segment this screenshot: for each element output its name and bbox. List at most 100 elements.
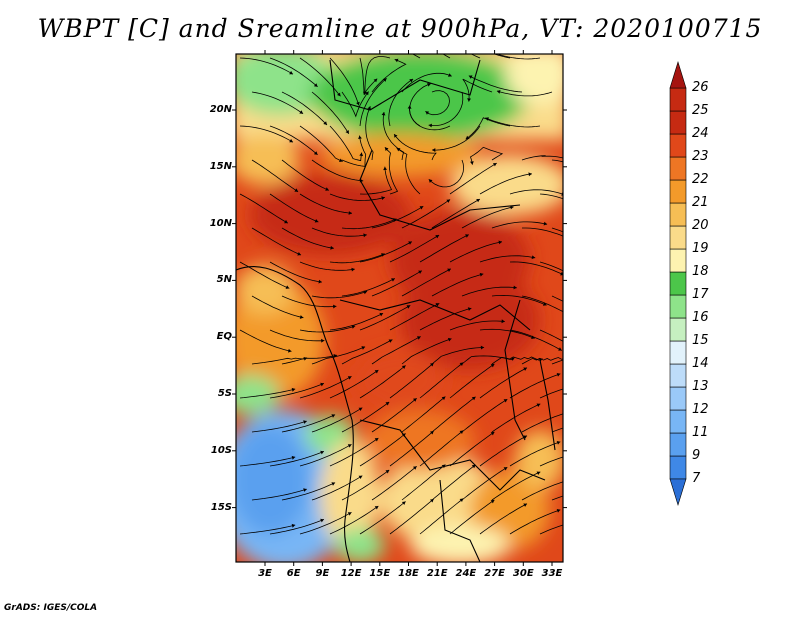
- streamline-arrow: [490, 500, 495, 504]
- streamline: [269, 193, 319, 223]
- colorbar: [669, 60, 687, 507]
- streamline-arrow: [347, 444, 352, 448]
- streamline-arrow: [347, 512, 352, 516]
- streamline-arrow: [370, 44, 374, 48]
- lon-label: 27E: [484, 568, 505, 579]
- streamline: [521, 295, 563, 313]
- lon-label: 30E: [512, 568, 534, 579]
- streamline: [509, 329, 563, 351]
- streamline-arrow: [339, 158, 343, 162]
- colorbar-label: 19: [692, 241, 709, 256]
- streamline: [468, 75, 523, 93]
- streamline: [389, 430, 434, 467]
- colorbar-label: 11: [692, 425, 709, 440]
- streamline: [359, 241, 413, 263]
- streamline: [251, 295, 304, 319]
- streamline-arrow: [490, 432, 495, 436]
- streamline-arrow: [485, 49, 489, 53]
- colorbar-label: 14: [692, 356, 709, 371]
- streamline: [329, 57, 360, 106]
- streamline-arrow: [603, 417, 607, 421]
- streamline-arrow: [288, 348, 292, 353]
- streamline-arrow: [381, 196, 385, 200]
- streamline-arrow: [314, 219, 319, 223]
- colorbar-label: 25: [692, 103, 709, 118]
- streamline: [449, 162, 497, 195]
- streamline: [359, 433, 406, 467]
- streamline-arrow: [468, 75, 473, 79]
- streamline-arrow: [418, 270, 422, 274]
- streamline: [299, 193, 353, 214]
- streamline: [329, 253, 385, 264]
- streamline-arrow: [394, 134, 398, 138]
- streamline: [509, 261, 563, 276]
- lon-label: 9E: [315, 568, 330, 579]
- streamline: [239, 456, 296, 467]
- streamline: [401, 72, 452, 93]
- streamline-arrow: [603, 485, 607, 489]
- streamline-arrow: [599, 249, 603, 252]
- colorbar-swatch: [669, 386, 687, 411]
- streamline: [371, 336, 421, 365]
- streamline-arrow: [385, 470, 390, 474]
- streamline: [551, 227, 563, 233]
- streamline-arrow: [598, 319, 602, 322]
- streamline: [539, 524, 563, 535]
- colorbar-label: 24: [692, 126, 709, 141]
- streamline-arrow: [303, 420, 307, 424]
- streamline: [281, 482, 336, 501]
- streamline-arrow: [359, 152, 364, 157]
- streamline-arrow: [556, 441, 561, 445]
- streamline-arrow: [536, 471, 541, 475]
- streamline: [470, 146, 504, 165]
- streamline-arrow: [531, 335, 535, 339]
- streamline: [449, 320, 505, 331]
- streamline-arrow: [425, 111, 430, 115]
- streamline-arrow: [471, 464, 476, 469]
- streamline-arrow: [430, 363, 434, 367]
- streamline-arrow: [284, 219, 288, 224]
- colorbar-swatch: [669, 87, 687, 112]
- streamline-arrow: [523, 503, 527, 507]
- streamline: [251, 91, 304, 115]
- streamline: [388, 78, 414, 127]
- streamline: [461, 466, 508, 501]
- streamline: [479, 173, 532, 195]
- streamline-arrow: [401, 30, 405, 33]
- streamline: [425, 90, 450, 116]
- streamline: [251, 159, 299, 193]
- streamline: [299, 512, 352, 535]
- streamline-arrow: [490, 364, 495, 368]
- streamline: [401, 464, 446, 501]
- streamline: [409, 105, 451, 131]
- streamline: [281, 159, 330, 191]
- streamline: [449, 499, 495, 535]
- streamline-arrow: [351, 267, 355, 272]
- axis-ticks: [232, 50, 567, 566]
- lon-label: 21E: [426, 568, 448, 579]
- streamline-arrow: [313, 83, 318, 87]
- streamline-arrow: [347, 376, 352, 380]
- streamline: [364, 56, 391, 96]
- streamline-arrow: [431, 32, 435, 35]
- streamline-arrow: [560, 271, 563, 276]
- streamline-arrow: [351, 325, 356, 329]
- streamline-arrow: [337, 92, 341, 97]
- colorbar-label: 16: [692, 310, 709, 325]
- streamline-arrow: [379, 312, 384, 317]
- streamline: [239, 329, 292, 352]
- streamline-arrow: [382, 78, 387, 82]
- streamline: [491, 356, 543, 365]
- streamline: [239, 388, 296, 399]
- streamline: [371, 270, 423, 297]
- streamline-arrow: [428, 179, 433, 183]
- streamline: [491, 221, 548, 229]
- streamline: [329, 437, 379, 467]
- streamline: [329, 369, 379, 399]
- wbpt-field: [236, 54, 563, 562]
- streamline: [491, 471, 541, 501]
- streamline: [461, 206, 514, 229]
- streamline: [479, 255, 536, 263]
- streamline-arrow: [320, 518, 324, 523]
- streamline-arrow: [479, 272, 484, 277]
